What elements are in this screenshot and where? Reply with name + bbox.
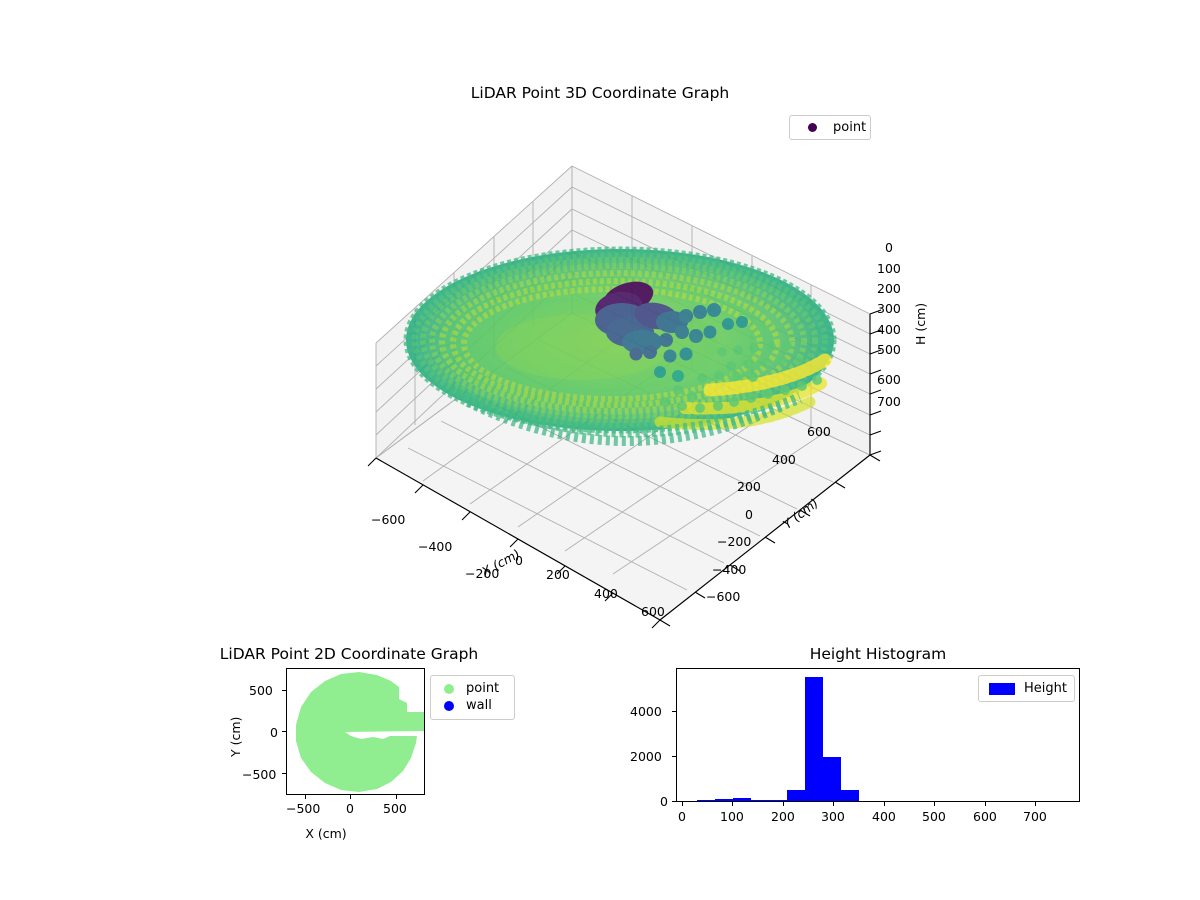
hist-xtick-5: 500 (922, 809, 946, 824)
hist-xtick-4: 400 (872, 809, 896, 824)
scatter3d-ytick-2: −200 (717, 534, 752, 549)
scatter3d-xtick-0: −600 (371, 512, 406, 527)
hist-xtick-2: 200 (771, 809, 795, 824)
scatter3d-canvas (367, 165, 882, 629)
scatter2d-ylabel: Y (cm) (228, 716, 243, 757)
point-marker-icon (797, 123, 827, 132)
scatter3d-ztick-1: 100 (877, 261, 901, 276)
hist-ytick-0: 0 (660, 794, 668, 809)
scatter2d-xtick-1: 0 (346, 801, 354, 816)
scatter3d-xticks (367, 457, 661, 629)
hist-ytickmark-0 (672, 801, 676, 803)
low-height-cluster (595, 281, 748, 382)
hist-xtickmark-2 (783, 802, 785, 806)
hist-xtick-6: 600 (973, 809, 997, 824)
histogram-bar (841, 790, 860, 801)
scatter2d-xtickmark-2 (396, 795, 398, 799)
scatter3d-yticks (659, 454, 881, 627)
histogram-bars (677, 669, 1079, 801)
scatter2d-ytick-1: 0 (270, 725, 278, 740)
scatter3d-ztick-0: 0 (885, 240, 893, 255)
histogram-bar (697, 800, 716, 801)
scatter2d-xtick-2: 500 (383, 801, 407, 816)
hist-xtickmark-0 (682, 802, 684, 806)
hist-xtickmark-3 (833, 802, 835, 806)
scatter3d-xtick-2: −200 (465, 566, 500, 581)
hist-ytickmark-2 (672, 711, 676, 713)
scatter2d-title: LiDAR Point 2D Coordinate Graph (219, 645, 479, 663)
scatter2d-canvas (296, 672, 424, 792)
scatter3d-xtick-1: −400 (418, 539, 453, 554)
hist-xtickmark-5 (934, 802, 936, 806)
histogram-bar (823, 756, 842, 801)
legend-item-wall[interactable]: wall (438, 697, 507, 714)
scatter3d-ztick-6: 600 (877, 372, 901, 387)
scatter3d-zticks (869, 309, 882, 456)
scatter2d-xtick-0: −500 (286, 801, 321, 816)
point-marker-icon (438, 683, 460, 694)
scatter2d-ytickmark-0 (282, 690, 286, 692)
scatter3d-ztick-5: 500 (877, 342, 901, 357)
scatter2d-legend[interactable]: point wall (430, 675, 515, 720)
scatter3d-ytick-3: 0 (745, 507, 753, 522)
legend-item-point[interactable]: point (438, 680, 507, 697)
histogram-title: Height Histogram (809, 645, 947, 663)
scatter3d-point-cloud (403, 246, 837, 447)
scatter3d-legend[interactable]: point (789, 115, 871, 140)
scatter3d-ytick-6: 600 (807, 424, 831, 439)
scatter3d-ytick-5: 400 (772, 452, 796, 467)
hist-ytickmark-1 (672, 756, 676, 758)
hist-xtick-7: 700 (1023, 809, 1047, 824)
hist-xtickmark-1 (732, 802, 734, 806)
scatter2d-ytickmark-1 (282, 731, 286, 733)
histogram-legend[interactable]: Height (978, 675, 1075, 702)
scatter3d-xtick-4: 200 (546, 567, 570, 582)
legend-label-height: Height (1024, 681, 1067, 696)
histogram-bar (751, 800, 770, 801)
hist-xtickmark-7 (1035, 802, 1037, 806)
scatter2d-ytick-2: −500 (242, 767, 277, 782)
legend-item-height[interactable]: Height (986, 680, 1067, 697)
scatter2d-axes[interactable] (286, 668, 425, 795)
scatter3d-ztick-2: 200 (877, 281, 901, 296)
scatter3d-xtick-3: 0 (515, 553, 523, 568)
scatter2d-point-disc (296, 672, 424, 792)
legend-label-point: point (466, 681, 500, 696)
scatter2d-xtickmark-1 (350, 795, 352, 799)
scatter2d-xtickmark-0 (305, 795, 307, 799)
hist-ytick-2: 4000 (630, 704, 662, 719)
height-patch-icon (986, 682, 1018, 695)
scatter2d-ytickmark-2 (282, 773, 286, 775)
hist-ytick-1: 2000 (630, 749, 662, 764)
scatter3d-title: LiDAR Point 3D Coordinate Graph (470, 84, 730, 102)
scatter3d-ztick-3: 300 (877, 301, 901, 316)
hist-xtick-3: 300 (821, 809, 845, 824)
scatter3d-xtick-6: 600 (641, 604, 665, 619)
hist-xtickmark-4 (884, 802, 886, 806)
legend-label-wall: wall (466, 698, 492, 713)
histogram-bar (769, 800, 788, 801)
scatter2d-ytick-0: 500 (249, 683, 273, 698)
scatter3d-xtick-5: 400 (594, 586, 618, 601)
histogram-bar (733, 798, 752, 801)
scatter3d-zlabel: H (cm) (913, 302, 928, 345)
scatter2d-xlabel: X (cm) (305, 826, 347, 841)
histogram-bar (715, 799, 734, 801)
scatter3d-ytick-0: −600 (706, 589, 741, 604)
hist-xtick-1: 100 (720, 809, 744, 824)
scatter3d-axes[interactable] (330, 140, 910, 640)
legend-item-point[interactable]: point (797, 120, 867, 135)
histogram-bar (787, 790, 806, 801)
scatter3d-ytick-4: 200 (737, 479, 761, 494)
scatter3d-ztick-4: 400 (877, 322, 901, 337)
hist-xtickmark-6 (985, 802, 987, 806)
histogram-bar (805, 677, 824, 801)
scatter3d-ytick-1: −400 (712, 562, 747, 577)
scatter3d-ztick-7: 700 (877, 394, 901, 409)
hist-xtick-0: 0 (678, 809, 686, 824)
legend-label-point: point (833, 120, 867, 135)
wall-marker-icon (438, 700, 460, 711)
